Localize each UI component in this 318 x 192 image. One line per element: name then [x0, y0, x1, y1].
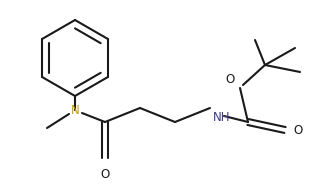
Text: O: O [293, 123, 302, 137]
Text: O: O [225, 73, 235, 86]
Text: O: O [100, 168, 110, 181]
Text: N: N [71, 104, 80, 118]
Text: NH: NH [213, 111, 231, 124]
